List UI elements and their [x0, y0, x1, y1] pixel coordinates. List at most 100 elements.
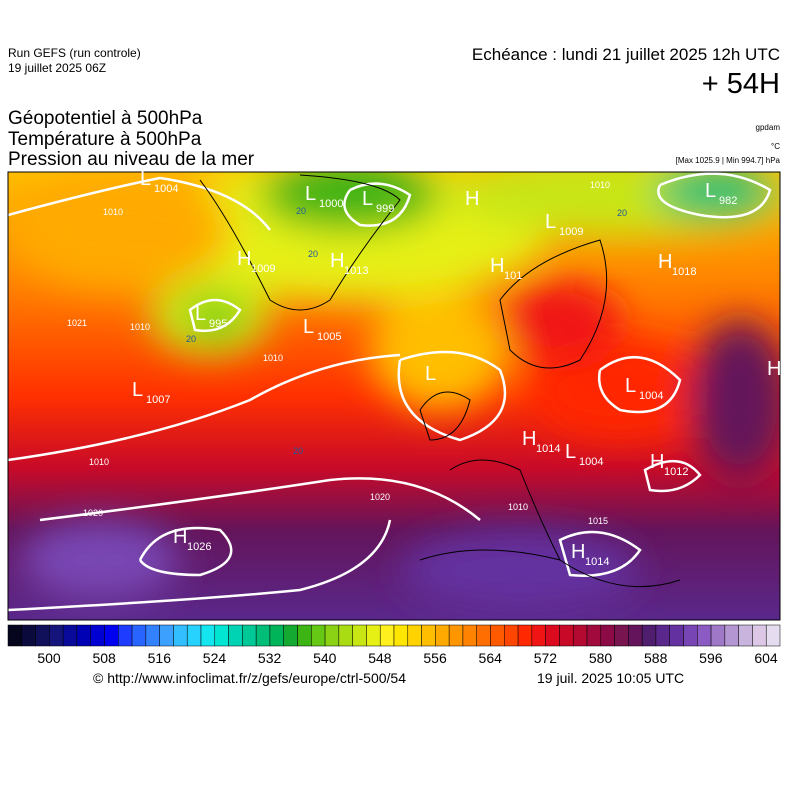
colorbar-cell [255, 624, 271, 647]
colorbar-cell [324, 624, 340, 647]
center-value: 1026 [187, 541, 211, 553]
colorbar-cell [669, 624, 684, 647]
colorbar-cell [49, 624, 64, 647]
colorbar-tick-label: 532 [258, 650, 282, 666]
colorbar-cell [517, 624, 533, 647]
contour-label: 1020 [83, 508, 103, 518]
colorbar-tick-label: 572 [534, 650, 558, 666]
center-letter: L [132, 379, 143, 401]
colorbar-cell [338, 624, 353, 647]
center-value: 1000 [319, 198, 343, 210]
center-value: 1018 [672, 266, 696, 278]
temp-label: 20 [293, 446, 303, 456]
center-letter: L [545, 211, 556, 233]
colorbar-cell [724, 624, 739, 647]
colorbar-cell [104, 624, 119, 647]
center-letter: H [658, 251, 672, 273]
center-letter: H [522, 428, 536, 450]
colorbar-cell [462, 624, 477, 647]
colorbar-cell [559, 624, 574, 647]
contour-label: 1010 [508, 502, 528, 512]
colorbar-cell [21, 624, 36, 647]
generated: 19 juil. 2025 10:05 UTC [537, 670, 685, 686]
colorbar-cell [407, 624, 422, 647]
colorbar-cell [200, 624, 216, 647]
colorbar-cell [628, 624, 643, 647]
valid-time: Echéance : lundi 21 juillet 2025 12h UTC [471, 45, 780, 64]
temp-label: 20 [617, 208, 627, 218]
center-letter: H [490, 255, 504, 277]
colorbar-cell [379, 624, 395, 647]
run: Run GEFS (run controle) [8, 46, 141, 60]
center-letter: L [303, 316, 314, 338]
colorbar-cell [269, 624, 284, 647]
colorbar-cell [173, 624, 188, 647]
center-letter: H [173, 526, 187, 548]
colorbar-cell [352, 624, 367, 647]
colorbar-tick-label: 564 [479, 650, 503, 666]
center-value: 1012 [664, 466, 688, 478]
colorbar-cell [393, 624, 409, 647]
colorbar-cell [366, 624, 381, 647]
unit-temp: °C [771, 142, 780, 151]
contour-label: 1020 [370, 492, 390, 502]
colorbar-tick-label: 516 [148, 650, 172, 666]
colorbar-cell [765, 624, 781, 647]
colorbar-cell [572, 624, 588, 647]
colorbar-cell [586, 624, 602, 647]
colorbar-tick-label: 596 [699, 650, 723, 666]
center-letter: L [305, 183, 316, 205]
colorbar-cell [62, 624, 78, 647]
field-1: Géopotentiel à 500hPa [8, 108, 203, 129]
run-date: 19 juillet 2025 06Z [8, 61, 107, 75]
center-letter: L [565, 441, 576, 463]
temp-label: 20 [296, 206, 306, 216]
center-value: 1014 [536, 443, 560, 455]
center-value: 101 [504, 270, 522, 282]
center-value: 1005 [317, 331, 341, 343]
map-field [8, 172, 780, 620]
center-value: 1004 [579, 456, 603, 468]
colorbar-cell [242, 624, 257, 647]
center-letter: H [650, 451, 664, 473]
colorbar-cell [311, 624, 326, 647]
colorbar-tick-label: 540 [313, 650, 337, 666]
contour-label: 1010 [590, 180, 610, 190]
colorbar-cell [600, 624, 615, 647]
center-value: 1009 [251, 263, 275, 275]
center-letter: H [237, 248, 251, 270]
colorbar-cell [186, 624, 202, 647]
field-2: Température à 500hPa [8, 129, 202, 150]
colorbar-tick-label: 604 [754, 650, 778, 666]
colorbar-cell [752, 624, 767, 647]
field-3: Pression au niveau de la mer [8, 149, 255, 170]
center-value: 1004 [154, 183, 178, 195]
center-letter: L [362, 188, 373, 210]
center-letter: H [465, 188, 479, 210]
colorbar-cell [159, 624, 174, 647]
center-letter: H [767, 358, 781, 380]
colorbar-cell [476, 624, 491, 647]
contour-label: 1010 [263, 353, 283, 363]
colorbar-cell [490, 624, 505, 647]
contour-label: 1021 [67, 318, 87, 328]
colorbar-cell [697, 624, 712, 647]
colorbar-cell [614, 624, 629, 647]
temp-label: 20 [308, 249, 318, 259]
colorbar-cell [7, 624, 23, 647]
center-value: 1013 [344, 265, 368, 277]
colorbar-cell [641, 624, 657, 647]
colorbar-cell [228, 624, 243, 647]
colorbar-cell [504, 624, 519, 647]
contour-label: 1010 [89, 457, 109, 467]
center-letter: L [705, 180, 716, 202]
center-letter: L [425, 363, 436, 385]
colorbar-cell [545, 624, 560, 647]
center-value: 1007 [146, 394, 170, 406]
colorbar-cell [118, 624, 133, 647]
colorbar-tick-label: 588 [644, 650, 668, 666]
center-value: 995 [209, 318, 227, 330]
colorbar-cell [90, 624, 105, 647]
lead-time: + 54H [701, 68, 780, 100]
